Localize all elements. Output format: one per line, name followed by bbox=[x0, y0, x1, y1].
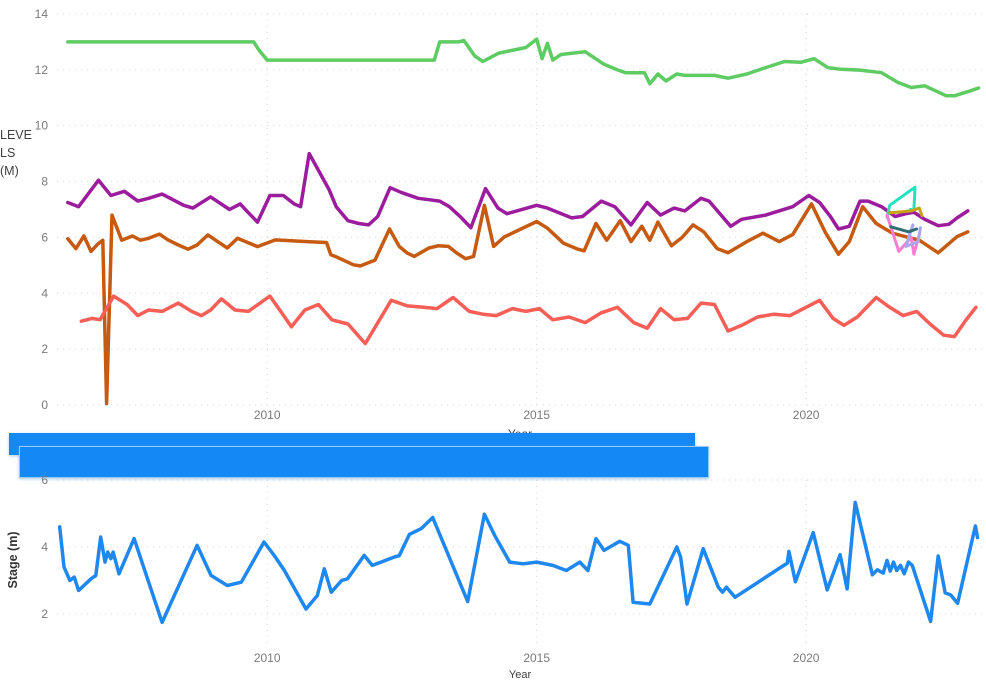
series-stage[interactable] bbox=[57, 500, 980, 625]
y-tick-label: 6 bbox=[41, 230, 48, 244]
stage-chart: 2 4 6 2010 2015 2020 bbox=[41, 473, 984, 665]
series-well-purple[interactable] bbox=[66, 151, 970, 231]
y-tick-label: 8 bbox=[41, 175, 48, 189]
y-tick-label: 2 bbox=[41, 342, 48, 356]
x-tick-label: 2015 bbox=[523, 408, 550, 422]
y-tick-label: 10 bbox=[35, 119, 49, 133]
stage-y-axis-title: Stage (m) bbox=[6, 531, 20, 589]
x-tick-label: 2020 bbox=[793, 651, 820, 665]
series-well-slate-short[interactable] bbox=[889, 225, 919, 234]
x-tick-label: 2010 bbox=[254, 408, 281, 422]
series-well-orange[interactable] bbox=[66, 202, 970, 406]
series-well-lavender-short[interactable] bbox=[904, 223, 922, 248]
stage-x-axis-title: Year bbox=[508, 669, 532, 681]
selection-bar-bottom[interactable] bbox=[19, 446, 709, 478]
series-well-red[interactable] bbox=[79, 294, 978, 346]
y-tick-label: 4 bbox=[41, 286, 48, 300]
levels-y-axis-title: LEVELS (M) bbox=[0, 128, 32, 178]
series-well-gold-short[interactable] bbox=[888, 206, 924, 218]
x-tick-label: 2015 bbox=[523, 651, 550, 665]
y-tick-label: 14 bbox=[35, 7, 49, 21]
x-tick-label: 2010 bbox=[254, 651, 281, 665]
y-tick-label: 0 bbox=[41, 398, 48, 412]
series-well-green[interactable] bbox=[66, 37, 981, 98]
x-tick-label: 2020 bbox=[793, 408, 820, 422]
y-tick-label: 4 bbox=[41, 540, 48, 554]
y-tick-label: 2 bbox=[41, 607, 48, 621]
series-well-pink-short[interactable] bbox=[885, 213, 921, 256]
levels-chart: 0 2 4 6 8 10 12 14 2010 2015 2020 bbox=[35, 7, 984, 422]
y-tick-label: 12 bbox=[35, 63, 49, 77]
y-tick-label: 6 bbox=[41, 473, 48, 487]
